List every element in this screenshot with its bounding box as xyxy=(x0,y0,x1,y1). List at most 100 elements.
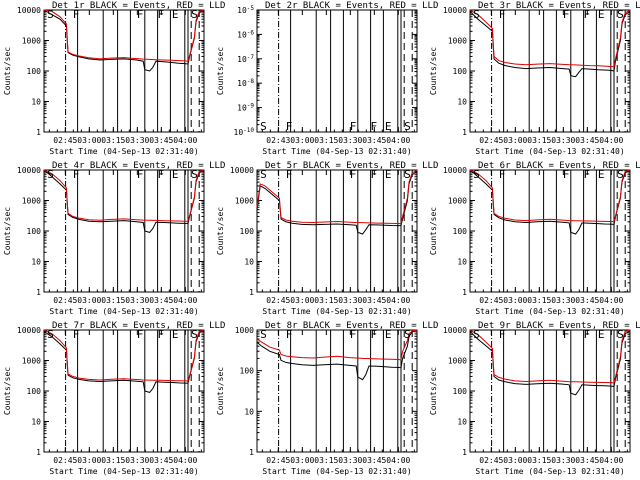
marker-label: E xyxy=(385,168,392,181)
y-tick-label: 1000 xyxy=(448,37,467,46)
marker-label: E xyxy=(598,8,605,21)
series-events xyxy=(43,9,205,72)
x-tick-label: 03:00 xyxy=(290,136,314,145)
marker-label: S xyxy=(47,168,54,181)
y-tick-label: 10000 xyxy=(230,166,254,175)
series-events xyxy=(256,170,418,235)
y-tick-label: 10000 xyxy=(17,6,41,15)
y-tick-label: 100 xyxy=(453,67,468,76)
x-tick-label: 03:15 xyxy=(527,296,551,305)
y-tick-label: 10000 xyxy=(17,166,41,175)
y-tick-label: 10-5 xyxy=(237,5,254,15)
x-tick-label: 03:45 xyxy=(149,296,173,305)
marker-label: E xyxy=(385,120,392,133)
x-tick-label: 03:45 xyxy=(575,296,599,305)
y-tick-label: 100 xyxy=(453,387,468,396)
x-tick-label: 03:15 xyxy=(314,296,338,305)
marker-label: F xyxy=(286,328,293,341)
panel-title: Det 3r BLACK = Events, RED = LLD xyxy=(478,1,640,11)
y-tick-label: 1 xyxy=(36,448,41,457)
y-tick-label: 10000 xyxy=(443,6,467,15)
y-axis-label: Counts/sec xyxy=(216,207,225,255)
y-tick-label: 100 xyxy=(453,227,468,236)
y-tick-label: 10 xyxy=(31,418,41,427)
y-tick-label: 1000 xyxy=(22,37,41,46)
plot-frame xyxy=(469,9,631,133)
panel-title: Det 9r BLACK = Events, RED = LLD xyxy=(478,321,640,331)
x-tick-label: 03:30 xyxy=(125,136,149,145)
plot-frame xyxy=(43,169,205,293)
x-tick-label: 03:45 xyxy=(362,456,386,465)
panel-title: Det 1r BLACK = Events, RED = LLD xyxy=(52,1,225,11)
marker-label: S xyxy=(404,168,411,181)
x-tick-label: 02:45 xyxy=(479,456,503,465)
y-tick-label: 10 xyxy=(31,258,41,267)
marker-label: S xyxy=(47,8,54,21)
marker-label: S xyxy=(473,328,480,341)
marker-label: F xyxy=(499,328,506,341)
x-tick-label: 03:30 xyxy=(551,136,575,145)
x-tick-label: 04:00 xyxy=(386,296,410,305)
marker-label: E xyxy=(598,328,605,341)
series-lld xyxy=(256,329,418,361)
marker-label: S xyxy=(473,8,480,21)
x-tick-label: 03:30 xyxy=(338,136,362,145)
y-tick-label: 10000 xyxy=(17,326,41,335)
series-lld xyxy=(469,169,631,223)
x-tick-label: 03:45 xyxy=(575,456,599,465)
y-axis-label: Counts/sec xyxy=(216,47,225,95)
panel-title: Det 8r BLACK = Events, RED = LLD xyxy=(265,321,438,331)
marker-label: F xyxy=(73,168,80,181)
series-events xyxy=(469,169,631,235)
y-tick-label: 1 xyxy=(36,128,41,137)
panel-det-9: Det 9r BLACK = Events, RED = LLD Counts/s… xyxy=(429,321,640,476)
x-tick-label: 02:45 xyxy=(266,456,290,465)
panel-det-4: Det 4r BLACK = Events, RED = LLD Counts/s… xyxy=(3,161,225,316)
marker-label: F xyxy=(137,328,144,341)
marker-label: F xyxy=(583,8,590,21)
series-lld xyxy=(469,329,631,384)
x-tick-label: 03:00 xyxy=(503,296,527,305)
marker-label: F xyxy=(157,168,164,181)
y-axis-label: Counts/sec xyxy=(429,207,438,255)
x-tick-label: 03:00 xyxy=(503,136,527,145)
panel-title: Det 5r BLACK = Events, RED = LLD xyxy=(265,161,438,171)
plot-frame xyxy=(256,329,418,453)
marker-label: F xyxy=(499,168,506,181)
marker-label: F xyxy=(563,328,570,341)
marker-label: F xyxy=(370,168,377,181)
marker-label: S xyxy=(404,120,411,133)
x-tick-label: 03:00 xyxy=(290,296,314,305)
marker-label: F xyxy=(370,328,377,341)
marker-label: S xyxy=(191,328,198,341)
panel-det-3: Det 3r BLACK = Events, RED = LLD Counts/s… xyxy=(429,1,640,156)
x-tick-label: 03:45 xyxy=(149,136,173,145)
y-tick-label: 100 xyxy=(240,227,255,236)
marker-label: F xyxy=(350,120,357,133)
panel-det-6: Det 6r BLACK = Events, RED = LLD Counts/s… xyxy=(429,161,640,316)
marker-label: F xyxy=(73,8,80,21)
plot-frame xyxy=(43,9,205,133)
x-axis-label: Start Time (04-Sep-13 02:31:40) xyxy=(475,147,624,156)
plot-frame xyxy=(43,329,205,453)
panel-title: Det 2r BLACK = Events, RED = LLD xyxy=(265,1,438,11)
series-lld xyxy=(43,169,205,222)
marker-label: F xyxy=(137,168,144,181)
marker-label: F xyxy=(286,120,293,133)
x-tick-label: 03:30 xyxy=(551,296,575,305)
marker-label: F xyxy=(137,8,144,21)
y-tick-label: 1000 xyxy=(235,197,254,206)
x-axis-label: Start Time (04-Sep-13 02:31:40) xyxy=(475,467,624,476)
y-tick-label: 10 xyxy=(244,407,254,416)
y-tick-label: 10 xyxy=(244,258,254,267)
x-tick-label: 03:45 xyxy=(575,136,599,145)
y-tick-label: 100 xyxy=(27,227,42,236)
panel-det-7: Det 7r BLACK = Events, RED = LLD Counts/s… xyxy=(3,321,225,476)
y-tick-label: 10-10 xyxy=(234,127,255,137)
y-tick-label: 10 xyxy=(457,98,467,107)
series-events xyxy=(469,10,631,78)
panel-det-5: Det 5r BLACK = Events, RED = LLD Counts/s… xyxy=(216,161,438,316)
marker-label: S xyxy=(260,328,267,341)
x-tick-label: 03:15 xyxy=(314,456,338,465)
panel-title: Det 4r BLACK = Events, RED = LLD xyxy=(52,161,225,171)
